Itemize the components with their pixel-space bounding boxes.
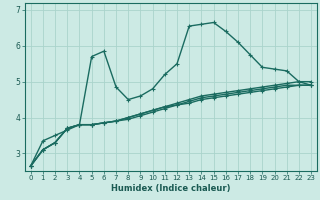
X-axis label: Humidex (Indice chaleur): Humidex (Indice chaleur): [111, 184, 231, 193]
